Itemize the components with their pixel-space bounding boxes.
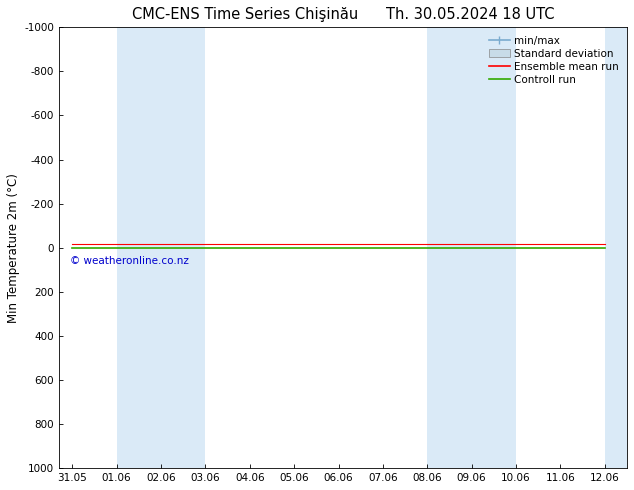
- Title: CMC-ENS Time Series Chişinău      Th. 30.05.2024 18 UTC: CMC-ENS Time Series Chişinău Th. 30.05.2…: [132, 7, 554, 22]
- Legend: min/max, Standard deviation, Ensemble mean run, Controll run: min/max, Standard deviation, Ensemble me…: [486, 32, 622, 88]
- Text: © weatheronline.co.nz: © weatheronline.co.nz: [70, 256, 189, 266]
- Bar: [427, 27, 516, 468]
- Bar: [605, 27, 634, 468]
- Bar: [117, 27, 205, 468]
- Y-axis label: Min Temperature 2m (°C): Min Temperature 2m (°C): [7, 173, 20, 323]
